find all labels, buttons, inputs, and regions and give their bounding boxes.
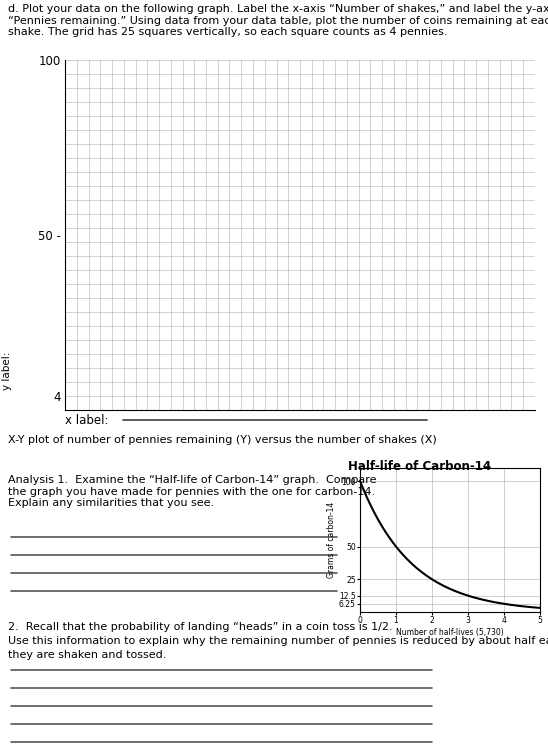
Text: Half-life of Carbon-14: Half-life of Carbon-14: [349, 460, 492, 473]
Text: they are shaken and tossed.: they are shaken and tossed.: [8, 650, 167, 660]
Text: Analysis 1.  Examine the “Half-life of Carbon-14” graph.  Compare
the graph you : Analysis 1. Examine the “Half-life of Ca…: [8, 475, 376, 508]
Text: Use this information to explain why the remaining number of pennies is reduced b: Use this information to explain why the …: [8, 636, 548, 646]
Text: x label:: x label:: [65, 414, 109, 427]
Text: 2.  Recall that the probability of landing “heads” in a coin toss is 1/2.: 2. Recall that the probability of landin…: [8, 622, 392, 632]
X-axis label: Number of half-lives (5,730): Number of half-lives (5,730): [396, 628, 504, 637]
Text: X-Y plot of number of pennies remaining (Y) versus the number of shakes (X): X-Y plot of number of pennies remaining …: [8, 435, 437, 445]
Text: d. Plot your data on the following graph. Label the x-axis “Number of shakes,” a: d. Plot your data on the following graph…: [8, 4, 548, 38]
Y-axis label: Grams of carbon-14: Grams of carbon-14: [327, 502, 336, 578]
Text: y label:: y label:: [2, 351, 12, 390]
